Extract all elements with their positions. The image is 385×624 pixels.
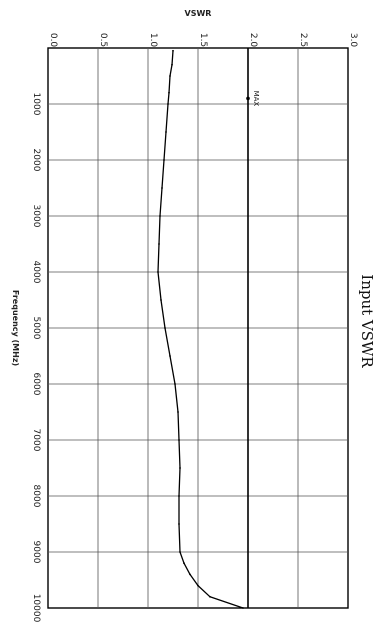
vswr-data-point [158,243,160,245]
vswr-data-point [197,584,199,587]
vswr-data-point [179,551,181,553]
y-tick-label: 0.0 [48,33,58,48]
vswr-data-point [171,63,173,66]
y-tick-label: 0.5 [98,33,108,47]
vswr-data-point [189,573,191,576]
vswr-data-point [169,355,171,357]
x-tick-label: 4000 [31,261,41,284]
vswr-data-point [167,103,169,105]
vswr-data-point [159,215,161,217]
vswr-data-point [163,159,165,161]
vswr-data-point [209,595,211,598]
x-tick-label: 10000 [31,594,41,623]
vswr-data-point [174,383,176,385]
vswr-series-line [157,50,244,609]
x-tick-label: 7000 [31,429,41,452]
max-limit-marker [246,96,250,101]
x-tick-label: 8000 [31,485,41,508]
x-tick-label: 5000 [31,317,41,340]
chart-grid [47,47,349,609]
y-tick-label: 2.0 [248,33,258,48]
y-tick-label: 1.5 [198,33,208,47]
vswr-data-point [161,187,163,189]
x-tick-label: 6000 [31,373,41,396]
chart-series [157,49,244,609]
vswr-data-point [157,271,159,273]
vswr-data-point [178,439,180,441]
x-tick-label: 2000 [31,149,41,172]
x-tick-label: 1000 [31,93,41,116]
x-axis-title: Frequency (MHz) [11,290,20,366]
x-axis-ticks: 1000 2000 3000 4000 5000 6000 7000 8000 9000 1000… [31,93,41,623]
vswr-data-point [172,49,174,52]
vswr-data-point [242,607,244,609]
y-tick-label: 2.5 [298,33,308,47]
max-limit: MAX [246,48,260,608]
vswr-data-point [160,299,162,301]
chart-title: Input VSWR [358,274,376,368]
vswr-data-point [165,131,167,133]
vswr-data-point [177,411,179,413]
max-limit-label: MAX [252,91,260,107]
x-tick-label: 3000 [31,205,41,228]
vswr-data-point [168,91,170,94]
vswr-data-point [178,495,180,497]
vswr-data-point [179,467,181,469]
y-axis-title: VSWR [185,9,212,18]
vswr-data-point [169,75,171,77]
vswr-data-point [183,562,185,565]
y-tick-label: 3.0 [348,33,358,48]
vswr-data-point [178,523,180,525]
x-tick-label: 9000 [31,541,41,564]
y-axis-ticks: 0.0 0.5 1.0 1.5 2.0 2.5 3.0 [48,33,358,48]
y-tick-label: 1.0 [148,33,158,48]
vswr-data-point [164,327,166,329]
